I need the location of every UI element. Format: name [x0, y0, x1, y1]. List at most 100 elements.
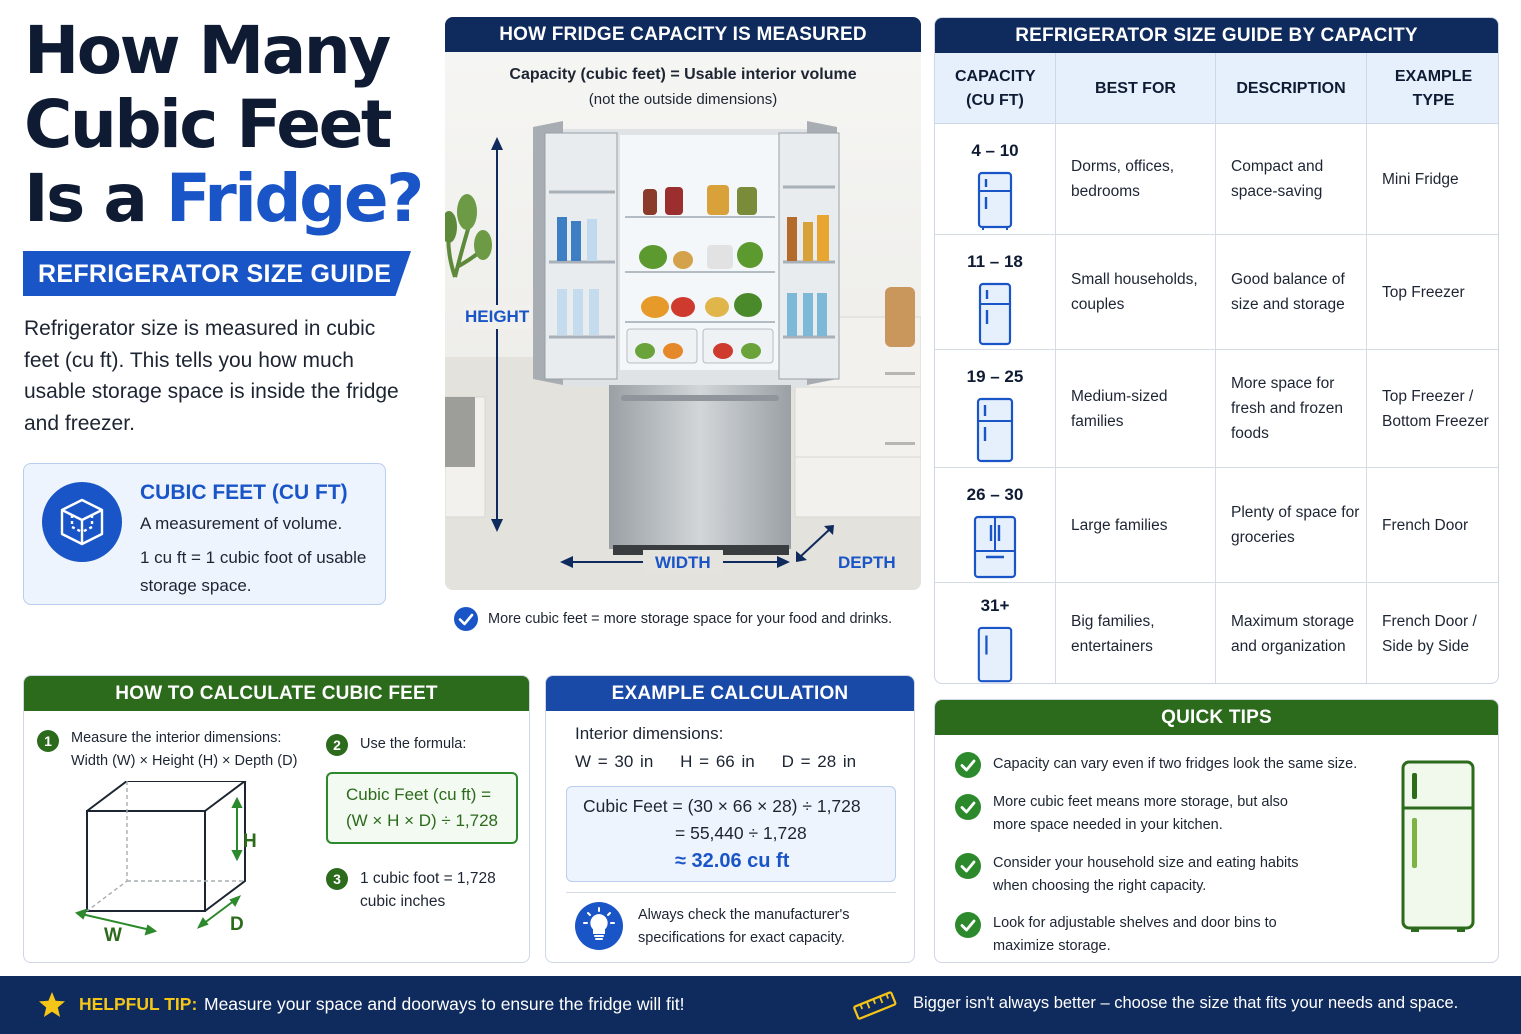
subtitle-banner: REFRIGERATOR SIZE GUIDE — [23, 251, 411, 296]
step-3-number: 3 — [326, 868, 348, 890]
quick-tips-header: QUICK TIPS — [935, 700, 1498, 735]
best-for-cell: Dorms, offices, bedrooms — [1056, 124, 1216, 234]
tip-item: Capacity can vary even if two fridges lo… — [993, 756, 1358, 772]
table-row: 11 – 18 Small households, couples Good b… — [935, 235, 1498, 350]
description-cell: More space for fresh and frozen foods — [1216, 350, 1367, 467]
measure-note: (not the outside dimensions) — [588, 91, 778, 108]
column-example-type-label: EXAMPLE TYPE — [1394, 67, 1473, 109]
helpful-tip-text: Measure your space and doorways to ensur… — [204, 994, 685, 1014]
example-dims-label: Interior dimensions: — [575, 724, 724, 743]
formula-box: Cubic Feet (cu ft) = (W × H × D) ÷ 1,728 — [326, 772, 518, 844]
step-1-number: 1 — [37, 730, 59, 752]
description-cell: Plenty of space for groceries — [1216, 468, 1367, 582]
calculate-panel: HOW TO CALCULATE CUBIC FEET 1 Measure th… — [23, 675, 530, 963]
capacity-cell: 31+ — [935, 583, 1056, 683]
side-by-side-fridge-icon — [977, 626, 1013, 683]
title-line-1: How Many — [24, 12, 391, 89]
table-header-row: CAPACITY (CU FT) BEST FOR DESCRIPTION EX… — [935, 53, 1498, 124]
step-2-text: Use the formula: — [360, 736, 467, 752]
measure-panel-header: HOW FRIDGE CAPACITY IS MEASURED — [445, 17, 921, 52]
bottom-bar: HELPFUL TIP: Measure your space and door… — [0, 976, 1521, 1034]
capacity-value: 31+ — [980, 596, 1010, 615]
check-icon — [454, 607, 478, 631]
lightbulb-icon — [575, 902, 623, 950]
depth-label: DEPTH — [838, 553, 896, 572]
capacity-note-text: More cubic feet = more storage space for… — [488, 611, 893, 627]
cubic-feet-heading: CUBIC FEET (CU FT) — [140, 481, 348, 504]
cubic-feet-equivalence: 1 cu ft = 1 cubic foot of usable storage… — [140, 548, 367, 595]
fridge-icon — [1401, 760, 1475, 932]
cubic-feet-card: CUBIC FEET (CU FT) A measurement of volu… — [23, 463, 386, 605]
example-formula-line-1: Cubic Feet = (30 × 66 × 28) ÷ 1,728 — [583, 796, 861, 816]
best-for-cell: Medium-sized families — [1056, 350, 1216, 467]
height-dimension-label: H — [243, 831, 257, 852]
column-capacity: CAPACITY (CU FT) — [935, 53, 1056, 124]
formula-line-2: (W × H × D) ÷ 1,728 — [346, 811, 498, 830]
column-best-for: BEST FOR — [1056, 53, 1216, 124]
title-line-2: Cubic Feet — [24, 86, 392, 163]
table-row: 4 – 10 Dorms, offices, bedrooms Compact … — [935, 124, 1498, 235]
tip-item: Look for adjustable shelves and door bin… — [993, 915, 1277, 954]
description-cell: Compact and space-saving — [1216, 124, 1367, 234]
title-line-3: Is a Fridge? — [24, 162, 434, 236]
width-dimension-label: W — [104, 925, 122, 946]
mini-fridge-icon — [977, 171, 1013, 230]
bigger-not-better-text: Bigger isn't always better – choose the … — [913, 994, 1459, 1012]
capacity-value: 4 – 10 — [971, 141, 1019, 160]
example-type-cell: French Door / Side by Side — [1382, 613, 1477, 655]
example-type-cell: Top Freezer / Bottom Freezer — [1382, 387, 1489, 430]
example-panel: EXAMPLE CALCULATION Interior dimensions:… — [545, 675, 915, 963]
example-panel-header: EXAMPLE CALCULATION — [546, 676, 914, 711]
example-type-cell: French Door — [1382, 516, 1469, 534]
tip-item: More cubic feet means more storage, but … — [993, 794, 1288, 833]
column-description: DESCRIPTION — [1216, 53, 1367, 124]
example-dims: W = 30 in H = 66 in D = 28 in — [575, 752, 857, 771]
best-for-cell: Big families, entertainers — [1056, 583, 1216, 683]
size-guide-header: REFRIGERATOR SIZE GUIDE BY CAPACITY — [935, 18, 1498, 53]
step-2-number: 2 — [326, 734, 348, 756]
check-icon — [955, 752, 981, 778]
top-freezer-fridge-icon — [978, 282, 1012, 346]
table-row: 31+ Big families, entertainers Maximum s… — [935, 583, 1498, 683]
example-type-cell: Top Freezer — [1382, 283, 1465, 301]
formula-line-1: Cubic Feet (cu ft) = — [346, 785, 492, 804]
title-line-3-prefix: Is a — [24, 160, 166, 237]
measure-formula: Capacity (cubic feet) = Usable interior … — [509, 66, 857, 83]
french-door-fridge-icon — [973, 515, 1017, 579]
page-title: How Many Cubic Feet Is a Fridge? — [24, 14, 434, 236]
table-row: 19 – 25 Medium-sized families More space… — [935, 350, 1498, 468]
divider — [566, 892, 896, 893]
ruler-icon — [853, 991, 897, 1020]
size-guide-table: REFRIGERATOR SIZE GUIDE BY CAPACITY CAPA… — [934, 17, 1499, 684]
capacity-cell: 11 – 18 — [935, 235, 1056, 349]
intro-paragraph: Refrigerator size is measured in cubic f… — [24, 317, 399, 435]
check-icon — [955, 912, 981, 938]
step-3-text: 1 cubic foot = 1,728 cubic inches — [360, 870, 496, 910]
check-icon — [955, 853, 981, 879]
best-for-cell: Small households, couples — [1056, 235, 1216, 349]
depth-dimension-label: D — [230, 914, 244, 935]
column-capacity-label: CAPACITY (CU FT) — [955, 67, 1036, 109]
cube-dimensions-diagram — [74, 781, 247, 936]
column-example-type: EXAMPLE TYPE — [1367, 53, 1498, 124]
top-bottom-freezer-fridge-icon — [976, 397, 1014, 463]
capacity-value: 11 – 18 — [967, 252, 1023, 271]
tip-item: Consider your household size and eating … — [993, 855, 1299, 894]
capacity-cell: 26 – 30 — [935, 468, 1056, 582]
measure-panel: HOW FRIDGE CAPACITY IS MEASURED Capacity… — [445, 17, 921, 590]
step-1-text: Measure the interior dimensions: Width (… — [71, 730, 298, 769]
quick-tips-panel: QUICK TIPS Capacity can vary even if two… — [934, 699, 1499, 963]
subtitle-text: REFRIGERATOR SIZE GUIDE — [38, 260, 392, 288]
fridge-illustration — [445, 121, 921, 590]
capacity-cell: 4 – 10 — [935, 124, 1056, 234]
table-row: 26 – 30 Large families Plenty of space f… — [935, 468, 1498, 583]
capacity-value: 19 – 25 — [966, 367, 1024, 386]
description-cell: Good balance of size and storage — [1216, 235, 1367, 349]
star-icon — [39, 992, 65, 1017]
example-type-cell: Mini Fridge — [1382, 170, 1459, 188]
height-label: HEIGHT — [465, 307, 530, 326]
calculate-panel-header: HOW TO CALCULATE CUBIC FEET — [24, 676, 529, 711]
cubic-feet-definition: A measurement of volume. — [140, 514, 343, 533]
helpful-tip-label: HELPFUL TIP: — [79, 994, 198, 1014]
capacity-value: 26 – 30 — [966, 485, 1024, 504]
